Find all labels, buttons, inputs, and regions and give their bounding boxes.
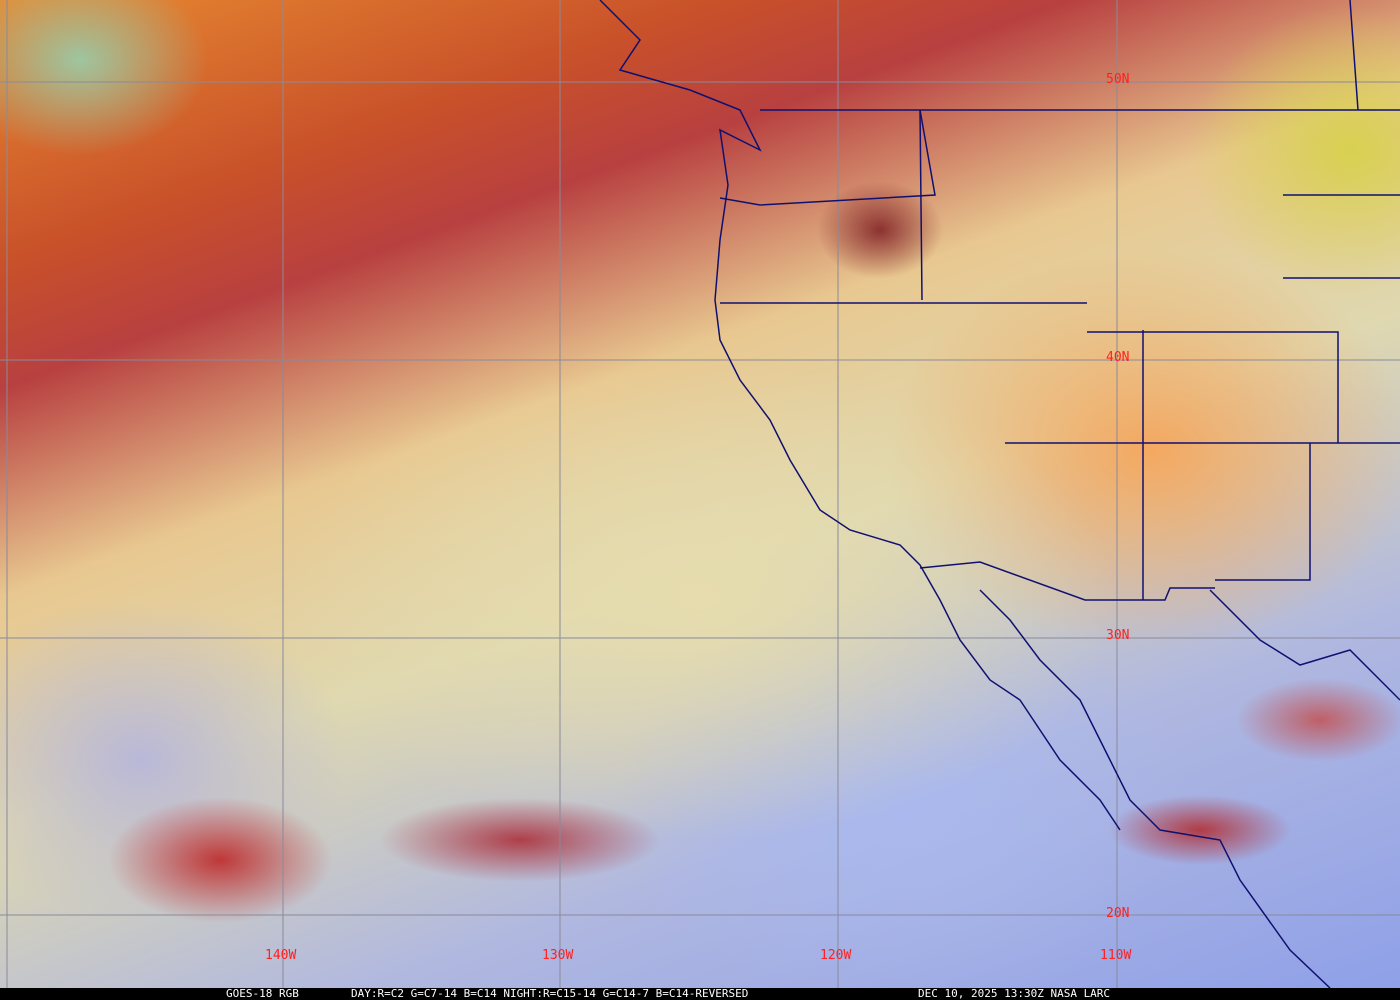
mexico-coast [1209,589,1400,701]
image-caption: GOES-18 RGB DAY:R=C2 G=C7-14 B=C14 NIGHT… [0,988,1400,1000]
lat-label-50n: 50N [1106,72,1130,87]
caption-product: GOES-18 RGB [226,987,299,1000]
coastlines-borders [599,0,1400,988]
lon-label-130w: 130W [542,948,574,963]
lon-label-140w: 140W [265,948,297,963]
lat-label-40n: 40N [1106,350,1130,365]
us-mexico-border [919,561,1215,601]
caption-timestamp: DEC 10, 2025 13:30Z NASA LARC [918,987,1111,1000]
state-lines [719,109,936,206]
lon-label-120w: 120W [820,948,852,963]
state-boundaries [720,0,1400,600]
caption-recipe: DAY:R=C2 G=C7-14 B=C14 NIGHT:R=C15-14 G=… [351,987,749,1000]
lat-label-20n: 20N [1106,906,1130,921]
lon-label-110w: 110W [1100,948,1132,963]
west-coast [599,0,1121,831]
lat-label-30n: 30N [1106,628,1130,643]
baja-gulf-coast [979,589,1331,988]
